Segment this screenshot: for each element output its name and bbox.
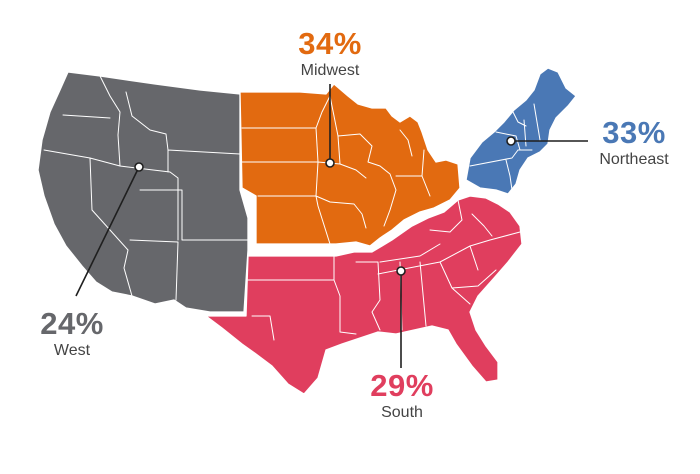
- marker-south: [396, 266, 406, 276]
- region-west: [37, 71, 249, 313]
- marker-northeast: [506, 136, 516, 146]
- label-midwest: 34% Midwest: [280, 28, 380, 79]
- region-northeast: [465, 67, 577, 195]
- south-name: South: [381, 404, 423, 421]
- region-south: [205, 195, 523, 395]
- region-midwest: [239, 83, 461, 247]
- west-name: West: [53, 342, 91, 359]
- south-percent: 29%: [370, 368, 434, 403]
- label-west: 24% West: [22, 308, 122, 359]
- midwest-name: Midwest: [300, 62, 360, 79]
- label-south: 29% South: [352, 370, 452, 421]
- leader-midwest: [325, 84, 335, 168]
- midwest-region-shape: [239, 83, 461, 247]
- south-region-shape: [205, 195, 523, 395]
- leader-west: [75, 162, 144, 297]
- label-northeast: 33% Northeast: [584, 117, 684, 168]
- northeast-region-shape: [465, 67, 577, 195]
- leader-south: [396, 266, 406, 368]
- northeast-name: Northeast: [599, 151, 669, 168]
- northeast-percent: 33%: [602, 115, 666, 150]
- marker-west: [134, 162, 144, 172]
- midwest-percent: 34%: [298, 26, 362, 61]
- leader-northeast: [506, 136, 588, 146]
- west-region-shape: [37, 71, 249, 313]
- west-percent: 24%: [40, 306, 104, 341]
- marker-midwest: [325, 158, 335, 168]
